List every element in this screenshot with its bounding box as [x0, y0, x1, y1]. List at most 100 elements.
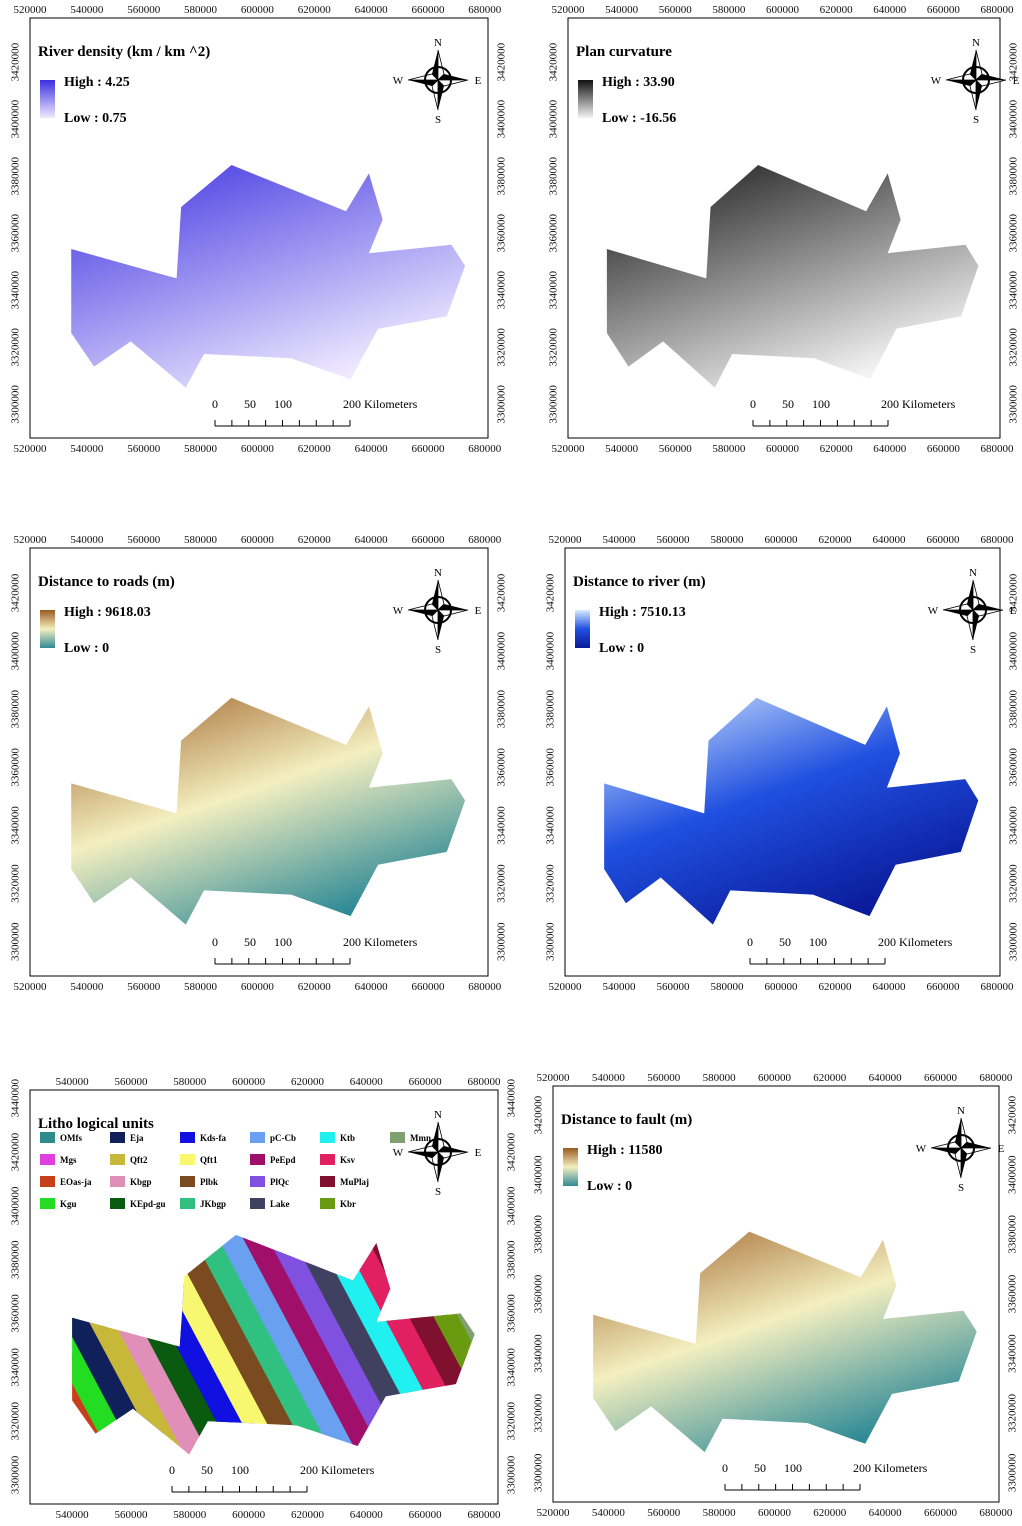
- y-tick-label: 3340000: [548, 271, 560, 310]
- legend-unit: Qft2: [130, 1155, 148, 1165]
- scale-label: 0: [212, 935, 218, 949]
- map-panel: 5200005200005400005400005600005600005800…: [10, 534, 508, 993]
- legend-swatch: [320, 1132, 335, 1143]
- x-tick-label: 680000: [980, 4, 1014, 16]
- map-panel: 5200005200005400005400005600005600005800…: [545, 534, 1020, 993]
- y-tick-label: 3400000: [496, 631, 508, 670]
- legend-unit: Ktb: [340, 1133, 355, 1143]
- legend-swatch: [180, 1132, 195, 1143]
- y-tick-label: 3340000: [545, 806, 557, 845]
- compass-s: S: [435, 644, 441, 656]
- y-tick-label: 3440000: [10, 1079, 22, 1118]
- map-page: 5200005200005400005400005600005600005800…: [0, 0, 1022, 1526]
- x-tick-label: 580000: [703, 1072, 737, 1084]
- x-tick-label: 540000: [592, 1507, 626, 1519]
- y-tick-label: 3320000: [10, 864, 22, 903]
- legend-unit: OMfs: [60, 1133, 82, 1143]
- y-tick-label: 3400000: [10, 1186, 22, 1225]
- y-tick-label: 3420000: [10, 42, 22, 81]
- scale-label: 0: [747, 935, 753, 949]
- y-tick-label: 3340000: [533, 1334, 545, 1373]
- legend-high: High : 11580: [587, 1143, 662, 1158]
- x-tick-label: 540000: [605, 443, 639, 455]
- x-tick-label: 620000: [291, 1076, 325, 1088]
- legend-unit: Kbr: [340, 1199, 356, 1209]
- legend-swatch: [320, 1176, 335, 1187]
- legend-swatch: [180, 1176, 195, 1187]
- x-tick-label: 560000: [127, 4, 161, 16]
- legend-swatch: [180, 1154, 195, 1165]
- y-tick-label: 3340000: [496, 806, 508, 845]
- x-tick-label: 620000: [818, 981, 852, 993]
- scale-label: 200 Kilometers: [853, 1461, 928, 1475]
- y-tick-label: 3420000: [10, 1132, 22, 1171]
- x-tick-label: 540000: [602, 981, 636, 993]
- x-tick-label: 660000: [411, 981, 445, 993]
- compass-e: E: [475, 605, 482, 617]
- x-tick-label: 600000: [241, 981, 275, 993]
- map-title: Distance to fault (m): [561, 1112, 692, 1128]
- legend-swatch: [40, 1154, 55, 1165]
- legend-unit: PlQc: [270, 1177, 289, 1187]
- y-tick-label: 3360000: [1008, 214, 1020, 253]
- x-tick-label: 640000: [355, 534, 389, 546]
- x-tick-label: 520000: [549, 981, 583, 993]
- y-tick-label: 3300000: [496, 922, 508, 961]
- x-tick-label: 640000: [869, 1072, 903, 1084]
- compass-n: N: [434, 567, 442, 579]
- x-tick-label: 680000: [468, 534, 502, 546]
- y-tick-label: 3320000: [1008, 328, 1020, 367]
- x-tick-label: 640000: [355, 443, 389, 455]
- x-tick-label: 640000: [355, 981, 389, 993]
- y-tick-label: 3420000: [506, 1132, 518, 1171]
- scale-label: 100: [812, 397, 830, 411]
- y-tick-label: 3360000: [506, 1294, 518, 1333]
- y-tick-label: 3360000: [10, 214, 22, 253]
- x-tick-label: 660000: [409, 1509, 443, 1521]
- x-tick-label: 540000: [70, 534, 104, 546]
- x-tick-label: 580000: [184, 981, 218, 993]
- x-tick-label: 520000: [537, 1507, 571, 1519]
- compass-e: E: [1010, 605, 1017, 617]
- study-area: [607, 165, 979, 388]
- x-tick-label: 600000: [232, 1509, 266, 1521]
- legend-swatch: [110, 1154, 125, 1165]
- y-tick-label: 3300000: [1008, 385, 1020, 424]
- x-tick-label: 540000: [56, 1076, 90, 1088]
- y-tick-label: 3300000: [10, 922, 22, 961]
- scale-label: 0: [750, 397, 756, 411]
- x-tick-label: 580000: [703, 1507, 737, 1519]
- x-tick-label: 620000: [298, 981, 332, 993]
- compass-rose: [408, 50, 468, 110]
- x-tick-label: 680000: [467, 1509, 501, 1521]
- y-tick-label: 3380000: [10, 689, 22, 728]
- x-tick-label: 580000: [184, 534, 218, 546]
- legend-low: Low : 0.75: [64, 111, 127, 126]
- x-tick-label: 520000: [552, 4, 586, 16]
- y-tick-label: 3300000: [1008, 922, 1020, 961]
- y-tick-label: 3420000: [10, 573, 22, 612]
- map-title: Distance to river (m): [573, 574, 706, 590]
- y-tick-label: 3380000: [496, 156, 508, 195]
- x-tick-label: 540000: [70, 443, 104, 455]
- legend-swatch: [110, 1132, 125, 1143]
- legend-swatch: [250, 1154, 265, 1165]
- x-tick-label: 680000: [468, 4, 502, 16]
- compass-w: W: [931, 75, 942, 87]
- y-tick-label: 3320000: [10, 1401, 22, 1440]
- y-tick-label: 3380000: [506, 1240, 518, 1279]
- x-tick-label: 680000: [980, 534, 1014, 546]
- map-panel: 5200005200005400005400005600005600005800…: [533, 1072, 1019, 1519]
- y-tick-label: 3320000: [545, 864, 557, 903]
- scale-label: 100: [274, 397, 292, 411]
- scale-label: 100: [809, 935, 827, 949]
- compass-n: N: [969, 567, 977, 579]
- scale-label: 200 Kilometers: [881, 397, 956, 411]
- x-tick-label: 660000: [927, 443, 961, 455]
- scale-label: 50: [782, 397, 794, 411]
- map-title: River density (km / km ^2): [38, 44, 210, 60]
- y-tick-label: 3400000: [10, 631, 22, 670]
- x-tick-label: 660000: [927, 4, 961, 16]
- compass-n: N: [434, 37, 442, 49]
- y-tick-label: 3360000: [496, 748, 508, 787]
